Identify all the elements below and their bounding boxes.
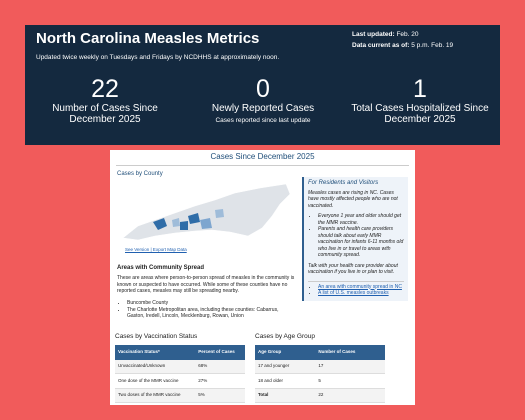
cell: Two doses of the MMR vaccine xyxy=(115,388,196,403)
cell: 5% xyxy=(195,388,245,403)
list-item: Parents and health care providers should… xyxy=(318,226,404,259)
age-table: Age Group Number of Cases 17 and younger 1… xyxy=(255,345,385,403)
label: Data current as of: xyxy=(352,42,410,49)
header-banner: North Carolina Measles Metrics Updated t… xyxy=(25,25,500,145)
list-item: Buncombe County xyxy=(127,300,295,307)
label: Last updated: xyxy=(352,31,395,38)
table-title: Cases by Vaccination Status xyxy=(115,333,198,340)
sidebar-list: Everyone 1 year and older should get the… xyxy=(308,213,404,259)
metric-label: Total Cases Hospitalized Since December … xyxy=(351,103,489,125)
link[interactable]: A list of U.S. measles outbreaks xyxy=(318,290,389,296)
header-cell: Vaccination Status* xyxy=(115,345,196,360)
table-title: Cases by Age Group xyxy=(255,333,315,340)
card: Cases Since December 2025 Cases by Count… xyxy=(110,150,415,405)
list-item: Everyone 1 year and older should get the… xyxy=(318,213,404,226)
cell: 5 xyxy=(315,373,385,389)
county-map xyxy=(122,183,291,241)
link[interactable]: An area with community spread in NC xyxy=(318,283,402,290)
cell: 18 and older xyxy=(255,373,316,389)
data-current: Data current as of: 5 p.m. Feb. 19 xyxy=(352,42,453,49)
value: 5 p.m. Feb. 19 xyxy=(411,42,454,49)
divider xyxy=(116,165,409,166)
cell: 17 xyxy=(315,359,385,374)
list-item: The Charlotte Metropolitan area, includi… xyxy=(127,307,295,320)
county xyxy=(153,218,167,230)
county xyxy=(188,213,200,224)
vaccination-table: Vaccination Status* Percent of Cases Unva… xyxy=(115,345,245,403)
metric-label: Number of Cases Since December 2025 xyxy=(52,103,158,125)
vaccination-table-wrap: Vaccination Status* Percent of Cases Unva… xyxy=(115,345,245,403)
header-cell: Percent of Cases xyxy=(195,345,245,360)
state-shape xyxy=(122,183,291,241)
cell: 68% xyxy=(195,359,245,374)
subtitle: Updated twice weekly on Tuesdays and Fri… xyxy=(36,54,280,61)
metric-note: Cases reported since last update xyxy=(215,117,311,124)
card-title: Cases Since December 2025 xyxy=(210,152,315,161)
county xyxy=(172,218,180,227)
age-table-wrap: Age Group Number of Cases 17 and younger 1… xyxy=(255,345,385,403)
metric: 1 Total Cases Hospitalized Since December… xyxy=(345,75,495,125)
cell: 17 and younger xyxy=(255,359,316,374)
metric-label: Newly Reported Cases xyxy=(211,103,315,114)
sidebar-note: Talk with your health care provider abou… xyxy=(308,262,398,276)
spread-list: Buncombe County The Charlotte Metropolit… xyxy=(117,300,295,320)
metric: 0 Newly Reported Cases Cases reported sinc… xyxy=(188,75,338,124)
county xyxy=(200,218,212,229)
sidebar-intro: Measles cases are rising in NC. Cases ha… xyxy=(308,189,398,209)
sidebar-title: For Residents and Visitors xyxy=(308,180,379,186)
metric-value: 0 xyxy=(256,75,270,103)
cell: 27% xyxy=(195,373,245,389)
metric-value: 22 xyxy=(91,75,119,103)
map-links[interactable]: See Version | Export Map Data xyxy=(125,247,187,252)
cell: One dose of the MMR vaccine xyxy=(115,373,196,389)
header-cell: Age Group xyxy=(255,345,316,360)
county xyxy=(180,221,188,230)
sidebar: For Residents and Visitors Measles cases… xyxy=(302,177,408,301)
map-title: Cases by County xyxy=(117,171,163,177)
county xyxy=(215,209,224,218)
cell: Unvaccinated/Unknown xyxy=(115,359,196,374)
metric-value: 1 xyxy=(413,75,427,103)
header-cell: Number of Cases xyxy=(315,345,385,360)
spread-title: Areas with Community Spread xyxy=(117,265,205,271)
cell: 22 xyxy=(315,388,385,403)
spread-text: These are areas where person-to-person s… xyxy=(117,275,295,294)
last-updated: Last updated: Feb. 20 xyxy=(352,31,418,38)
link-list: An area with community spread in NC A li… xyxy=(308,284,404,297)
cell: Total xyxy=(255,388,316,403)
metric: 22 Number of Cases Since December 2025 xyxy=(30,75,180,125)
value: Feb. 20 xyxy=(396,31,419,38)
title: North Carolina Measles Metrics xyxy=(36,30,260,47)
